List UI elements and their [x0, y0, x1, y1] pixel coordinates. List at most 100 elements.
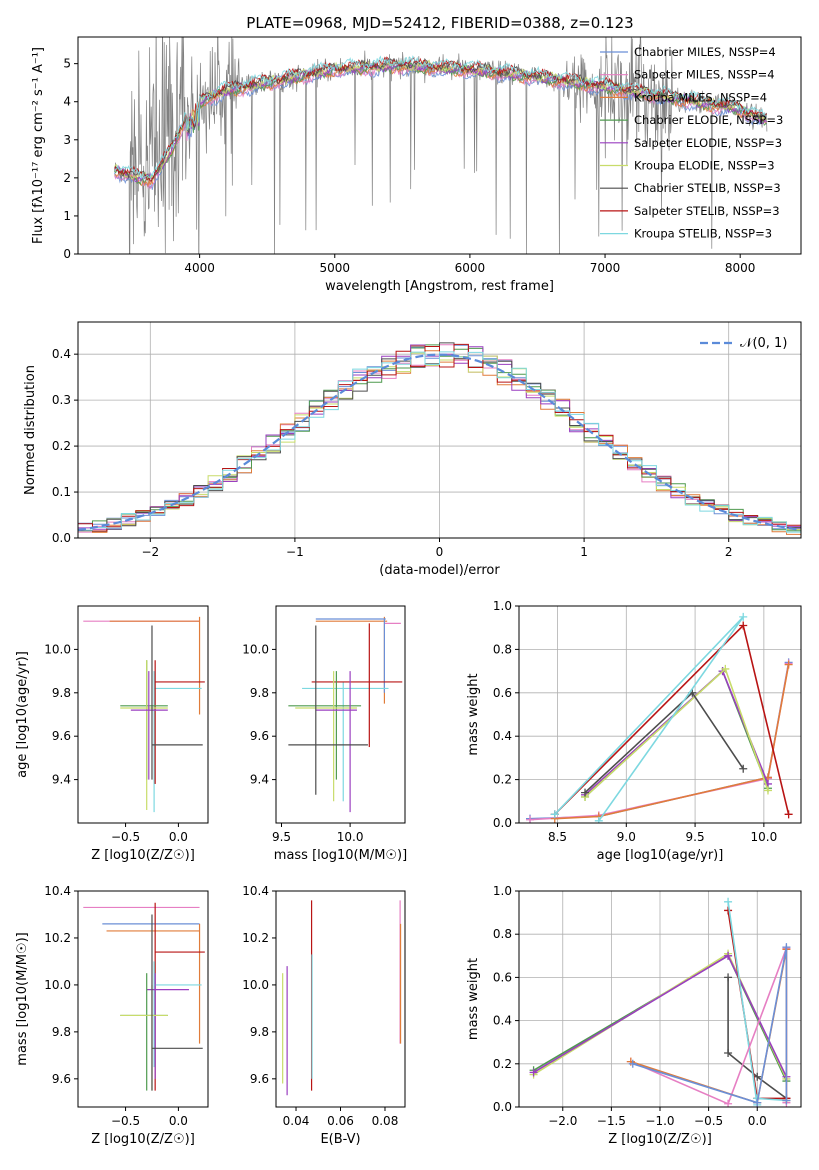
data-point-marker — [724, 906, 733, 915]
errorbar-point — [288, 625, 368, 795]
data-point-marker — [721, 664, 730, 673]
x-tick-label: 9.5 — [272, 830, 291, 844]
errorbar-point — [311, 623, 403, 748]
weight-series — [581, 688, 748, 797]
errorbar-point — [109, 616, 201, 715]
x-tick-label: −1.5 — [597, 1114, 626, 1128]
y-axis-label: Flux [fλ10⁻¹⁷ erg cm⁻² s⁻¹ A⁻¹] — [31, 47, 46, 244]
legend-entry: Kroupa STELIB, NSSP=3 — [634, 227, 772, 241]
x-tick-label: 5000 — [319, 261, 350, 275]
residuals-legend: 𝒩(0, 1) — [700, 336, 787, 351]
weight-series — [581, 664, 772, 801]
model-spectrum-line — [114, 59, 767, 181]
y-tick-label: 0 — [63, 247, 71, 261]
data-point-marker — [724, 897, 733, 906]
spectrum-legend: Chabrier MILES, NSSP=4 Salpeter MILES, NS… — [600, 45, 783, 241]
y-tick-label: 10.0 — [44, 978, 71, 992]
errorbar-point — [151, 914, 203, 1091]
plot-area — [526, 612, 793, 823]
y-tick-label: 10.2 — [242, 931, 269, 945]
errorbar-point — [302, 681, 389, 802]
weight-series — [628, 943, 791, 1107]
data-point-marker — [753, 1098, 762, 1107]
data-point-marker — [581, 788, 590, 797]
y-tick-label: 0.4 — [52, 347, 71, 361]
x-tick-label: 0.06 — [327, 1114, 354, 1128]
weight-series — [526, 659, 793, 823]
legend-entry: Salpeter STELIB, NSSP=3 — [634, 204, 780, 218]
errorbar-point — [288, 671, 362, 780]
data-point-marker — [724, 951, 733, 960]
x-tick-label: −2.0 — [548, 1114, 577, 1128]
data-point-marker — [739, 764, 748, 773]
plot-area — [114, 37, 768, 254]
y-tick-label: 4 — [63, 95, 71, 109]
axes-frame — [275, 890, 406, 1108]
x-tick-label: 6000 — [455, 261, 486, 275]
y-axis-label: mass [log10(M/M☉)] — [15, 932, 30, 1065]
figure-title: PLATE=0968, MJD=52412, FIBERID=0388, z=0… — [246, 14, 633, 32]
x-axis-label: wavelength [Angstrom, rest frame] — [325, 279, 554, 294]
data-point-marker — [724, 973, 733, 982]
mass-weight-vs-age-panel: 8.5 9.0 9.5 10.0 0.0 0.2 0.4 0.6 0.8 1.0 age [log1… — [466, 599, 802, 863]
x-tick-label: 0.08 — [372, 1114, 399, 1128]
x-tick-label: 0.0 — [748, 1114, 767, 1128]
x-axis-label: (data-model)/error — [379, 563, 500, 578]
x-axis-label: mass [log10(M/M☉)] — [274, 848, 407, 863]
age-vs-metallicity-panel: −0.5 0.0 9.4 9.6 9.8 10.0 Z [log10(Z/Z☉)] age [… — [15, 605, 209, 863]
legend-entry: Salpeter ELODIE, NSSP=3 — [634, 136, 782, 150]
x-tick-label: −0.5 — [111, 1114, 140, 1128]
x-axis-label: Z [log10(Z/Z☉)] — [91, 1132, 195, 1147]
weight-series — [550, 612, 748, 823]
y-tick-label: 9.6 — [52, 729, 71, 743]
y-tick-label: 0.8 — [493, 642, 512, 656]
axes-frame — [518, 605, 802, 824]
mass-weight-vs-metallicity-panel: −2.0 −1.5 −1.0 −0.5 0.0 0.0 0.2 0.4 0.6 0.8 1.0 Z [… — [466, 884, 802, 1147]
spectrum-panel: 4000 5000 6000 7000 8000 0 1 2 3 4 5 wavelength [An… — [31, 36, 802, 294]
x-tick-label: −0.5 — [111, 830, 140, 844]
y-tick-label: 0.0 — [493, 1100, 512, 1114]
x-tick-label: 7000 — [590, 261, 621, 275]
y-tick-label: 9.6 — [250, 1072, 269, 1086]
y-tick-label: 0.6 — [493, 970, 512, 984]
data-point-marker — [724, 1099, 733, 1107]
y-tick-label: 9.8 — [250, 1025, 269, 1039]
data-point-marker — [784, 810, 793, 819]
legend-entry: Kroupa MILES, NSSP=4 — [634, 90, 767, 104]
x-axis-label: E(B-V) — [320, 1132, 360, 1147]
errorbar-point — [154, 660, 205, 784]
data-point-marker — [784, 660, 793, 669]
y-tick-label: 1.0 — [493, 884, 512, 898]
y-tick-label: 0.2 — [493, 1057, 512, 1071]
plot-area — [78, 342, 801, 535]
x-tick-label: 8000 — [725, 261, 756, 275]
y-tick-label: 9.8 — [52, 1025, 71, 1039]
y-tick-label: 5 — [63, 57, 71, 71]
weight-series — [529, 951, 791, 1081]
plot-area — [529, 897, 791, 1107]
x-tick-label: 8.5 — [548, 830, 567, 844]
x-tick-label: 1 — [580, 545, 588, 559]
plot-area — [282, 900, 402, 1096]
data-point-marker — [739, 612, 748, 621]
x-tick-label: 0.0 — [169, 830, 188, 844]
data-point-marker — [529, 1068, 538, 1077]
errorbar-point — [315, 616, 388, 704]
normal-curve — [78, 353, 801, 531]
x-tick-label: 9.5 — [686, 830, 705, 844]
weight-series — [526, 658, 793, 823]
y-tick-label: 10.0 — [44, 642, 71, 656]
plot-area — [288, 616, 403, 813]
y-tick-label: 0.8 — [493, 927, 512, 941]
y-tick-label: 10.2 — [44, 931, 71, 945]
x-tick-label: 2 — [725, 545, 733, 559]
x-tick-label: −0.5 — [694, 1114, 723, 1128]
x-tick-label: −2 — [141, 545, 159, 559]
y-tick-label: 0.3 — [52, 393, 71, 407]
y-tick-label: 1.0 — [493, 599, 512, 613]
data-point-marker — [763, 786, 772, 795]
errorbar-point — [106, 923, 201, 1044]
errorbar-point — [153, 961, 202, 1068]
data-point-marker — [550, 810, 559, 819]
